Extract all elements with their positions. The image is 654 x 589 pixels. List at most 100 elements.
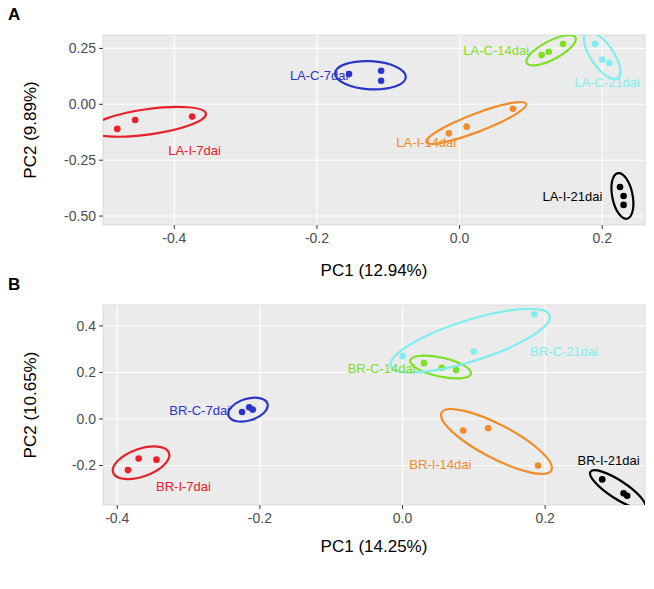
axis-title: PC2 (10.65%) xyxy=(21,352,40,459)
group-ellipse xyxy=(225,393,270,426)
tick-label: 0.4 xyxy=(77,318,97,334)
tick-mark xyxy=(259,505,260,509)
group-label: BR-I-14dai xyxy=(409,457,471,472)
tick-label: -0.2 xyxy=(248,510,272,526)
plot-area xyxy=(103,35,645,225)
axis-title: PC2 (9.89%) xyxy=(21,81,40,178)
tick-label: -0.2 xyxy=(305,230,329,246)
tick-mark xyxy=(99,160,103,161)
grid-line xyxy=(103,325,645,326)
tick-label: 0.2 xyxy=(77,364,97,380)
group-label: BR-C-7dai xyxy=(169,403,230,418)
group-labels: BR-I-7dai BR-C-7dai BR-I-14dai BR-C-14dai BR… xyxy=(156,344,640,494)
group-label: LA-I-21dai xyxy=(542,189,602,204)
point xyxy=(592,41,599,48)
group-label: BR-C-21dai xyxy=(530,344,598,359)
grid-line xyxy=(103,160,645,161)
grid-line xyxy=(545,305,546,505)
tick-label: 0.0 xyxy=(77,411,97,427)
point xyxy=(463,123,470,130)
group-label: LA-C-14dai xyxy=(463,43,529,58)
figure: A-0.4-0.20.00.2-0.50-0.250.000.25PC1 (12… xyxy=(0,0,654,589)
point xyxy=(510,105,517,112)
tick-mark xyxy=(99,216,103,217)
point xyxy=(453,367,460,374)
tick-mark xyxy=(99,372,103,373)
tick-mark xyxy=(459,225,460,229)
point xyxy=(620,202,627,209)
group-ellipse xyxy=(408,351,473,383)
point xyxy=(378,78,385,85)
tick-mark xyxy=(174,225,175,229)
group-ellipse xyxy=(608,171,637,221)
tick-mark xyxy=(99,465,103,466)
point xyxy=(153,456,160,463)
group-labels: LA-I-7dai LA-C-7dai LA-I-14dai LA-C-14dai LA… xyxy=(168,43,640,204)
group-label: BR-I-21dai xyxy=(578,453,640,468)
plot-area xyxy=(103,305,645,505)
panel-title: A xyxy=(8,5,20,24)
group-label: LA-I-7dai xyxy=(168,143,221,158)
marks xyxy=(103,35,637,221)
tick-mark xyxy=(99,48,103,49)
point xyxy=(624,492,631,499)
group-label: LA-C-7dai xyxy=(290,68,349,83)
tick-mark xyxy=(402,505,403,509)
point xyxy=(114,126,121,133)
tick-label: 0.0 xyxy=(393,510,413,526)
point xyxy=(620,193,627,200)
axis-title: PC1 (14.25%) xyxy=(321,537,428,556)
tick-mark xyxy=(602,225,603,229)
point xyxy=(545,48,552,55)
point xyxy=(378,67,385,74)
grid-line xyxy=(117,305,118,505)
point xyxy=(560,41,567,48)
tick-mark xyxy=(117,505,118,509)
tick-mark xyxy=(99,418,103,419)
group-label: BR-I-7dai xyxy=(156,479,211,494)
grid-line xyxy=(402,305,403,505)
group-ellipse xyxy=(586,464,645,505)
grid-line xyxy=(459,35,460,225)
tick-label: -0.4 xyxy=(105,510,129,526)
tick-label: 0.2 xyxy=(535,510,555,526)
point xyxy=(606,60,613,67)
group-ellipse xyxy=(103,101,208,142)
point xyxy=(535,462,542,469)
group-label: LA-I-14dai xyxy=(396,135,456,150)
tick-label: 0.0 xyxy=(450,230,470,246)
point xyxy=(485,425,492,432)
tick-mark xyxy=(99,104,103,105)
grid-line xyxy=(259,305,260,505)
tick-mark xyxy=(316,225,317,229)
grid-line xyxy=(316,35,317,225)
marks xyxy=(109,305,645,505)
panel: A-0.4-0.20.00.2-0.50-0.250.000.25PC1 (12… xyxy=(8,5,645,280)
point xyxy=(538,52,545,59)
grid-line xyxy=(103,48,645,49)
tick-label: -0.50 xyxy=(64,208,96,224)
panel: B-0.4-0.20.00.2-0.20.00.20.4PC1 (14.25%)… xyxy=(8,275,650,556)
grid-line xyxy=(103,104,645,105)
point xyxy=(471,348,478,355)
grid-line xyxy=(103,216,645,217)
tick-label: 0.00 xyxy=(69,96,96,112)
group-label: BR-C-14dai xyxy=(348,361,416,376)
grid-line xyxy=(103,465,645,466)
tick-label: 0.2 xyxy=(592,230,612,246)
point xyxy=(599,56,606,63)
panel-title: B xyxy=(8,275,20,294)
point xyxy=(239,409,246,416)
tick-mark xyxy=(99,325,103,326)
point xyxy=(189,113,196,120)
axis-title: PC1 (12.94%) xyxy=(321,261,428,280)
tick-label: -0.4 xyxy=(162,230,186,246)
grid-line xyxy=(103,418,645,419)
point xyxy=(531,311,538,318)
tick-mark xyxy=(545,505,546,509)
point xyxy=(599,476,606,483)
point xyxy=(399,353,406,360)
group-label: LA-C-21dai xyxy=(574,75,640,90)
tick-label: 0.25 xyxy=(69,40,96,56)
point xyxy=(617,184,624,191)
